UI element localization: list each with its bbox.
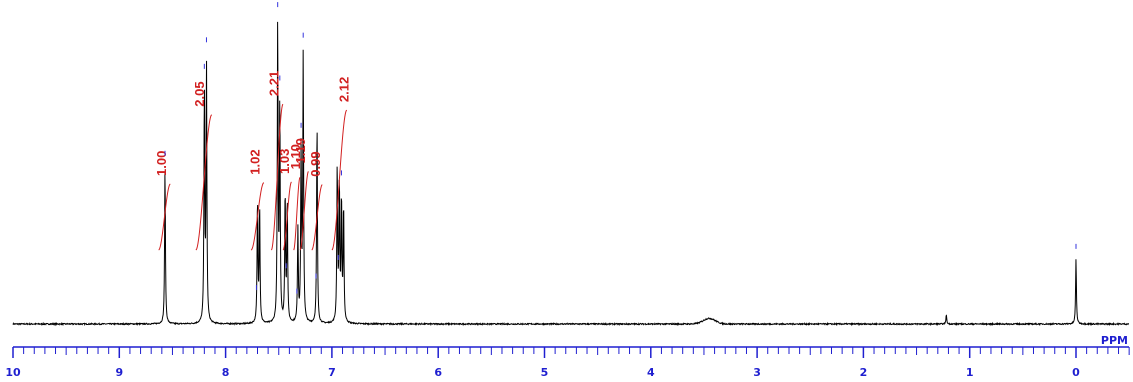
integral-curve [299,171,309,251]
x-axis-tick-labels: 10 9 8 7 6 5 4 3 2 1 0 [5,366,1080,379]
x-axis-tick-label: 0 [1072,366,1080,379]
x-axis-tick-label: 7 [328,366,336,379]
peak-markers-group [164,2,1077,294]
integrals-group: 1.00 2.05 1.02 2.21 1.031.101.190.99 2.12 [154,71,352,251]
integral-value-label: 0.99 [308,151,323,176]
x-axis-tick-label: 2 [860,366,868,379]
x-axis-ticks [12,347,1130,358]
integral-curve [331,109,348,251]
integral-curve [158,183,171,251]
integral-curve [293,177,301,251]
x-axis-tick-label: 5 [541,366,549,379]
integral-value-label: 2.21 [267,71,282,96]
x-axis-label: PPM [1101,334,1128,347]
x-axis: 10 9 8 7 6 5 4 3 2 1 0 PPM [5,334,1130,379]
integral-curve [250,182,265,251]
x-axis-tick-label: 10 [5,366,21,379]
integral-curve [195,114,213,251]
spectrum-trace [12,21,1129,327]
integral-value-label: 1.19 [293,138,308,163]
x-axis-tick-label: 9 [115,366,123,379]
integral-curve [311,184,323,251]
integral-curve [282,181,292,251]
x-axis-tick-label: 4 [647,366,655,379]
integral-curve [270,103,284,251]
x-axis-tick-label: 1 [966,366,974,379]
x-axis-tick-label: 8 [222,366,230,379]
integral-value-label: 1.10 [288,144,303,169]
integral-value-label: 1.03 [277,149,292,174]
integral-value-label: 1.02 [247,149,262,174]
x-axis-tick-label: 6 [434,366,442,379]
plot-area: 1.00 2.05 1.02 2.21 1.031.101.190.99 2.12 [12,2,1129,327]
x-axis-tick-label: 3 [753,366,761,379]
integral-value-label: 1.00 [154,151,169,176]
integral-value-label: 2.12 [337,77,352,102]
integral-value-label: 2.05 [192,81,207,106]
